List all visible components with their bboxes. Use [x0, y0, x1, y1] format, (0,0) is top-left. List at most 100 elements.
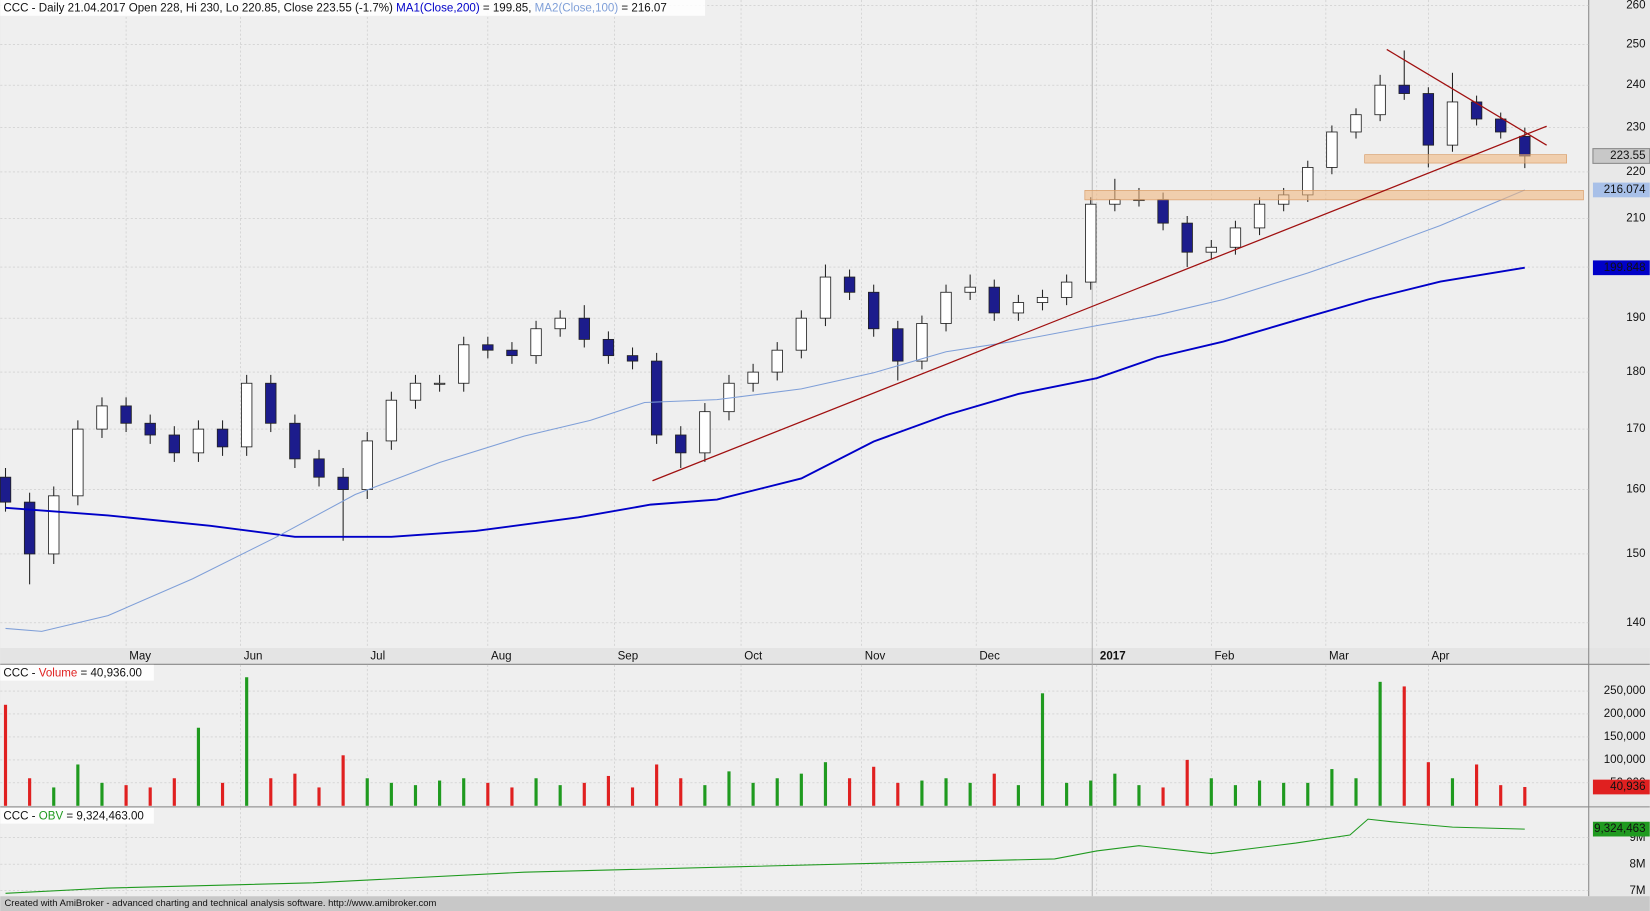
candle-body	[1350, 114, 1362, 133]
volume-bar	[1450, 778, 1455, 806]
y-tick-label: 150,000	[1604, 731, 1646, 743]
volume-bar	[1089, 780, 1093, 806]
candle-body	[23, 501, 36, 555]
volume-bar	[1306, 782, 1310, 806]
candle-body	[1157, 199, 1169, 224]
volume-bar	[1330, 769, 1334, 806]
price-axis	[1588, 0, 1650, 649]
header-bg	[0, 0, 706, 16]
volume-bar	[462, 778, 466, 806]
volume-bar	[799, 773, 803, 806]
y-tick-label: 260	[1626, 0, 1645, 11]
footer-bar	[0, 896, 1650, 911]
candle-body	[337, 476, 349, 491]
candle-body	[144, 422, 156, 436]
volume-bar	[1402, 686, 1406, 806]
y-tick-label: 8M	[1629, 858, 1645, 870]
candle-body	[940, 291, 952, 324]
volume-bar	[317, 787, 321, 806]
candle-body	[578, 317, 590, 340]
y-tick-label: 160	[1626, 484, 1645, 496]
volume-bar	[486, 782, 490, 806]
candle-body	[843, 276, 856, 293]
candle-body	[1446, 101, 1459, 146]
y-tick-label: 180	[1626, 366, 1645, 378]
volume-bar	[896, 782, 900, 806]
volume-bar	[269, 778, 273, 806]
x-tick-label: Jul	[370, 650, 385, 662]
volume-bar	[944, 778, 948, 806]
trend-line	[1386, 48, 1547, 146]
candle-body	[458, 344, 470, 384]
volume-header: CCC - Volume = 40,936.00	[3, 667, 142, 679]
candle-body	[1036, 296, 1049, 303]
last-value-box	[1592, 779, 1650, 795]
candle-body	[0, 476, 12, 503]
volume-bar	[293, 773, 297, 806]
volume-bar	[1523, 787, 1527, 806]
volume-bar	[220, 782, 225, 806]
trend-line	[652, 125, 1547, 482]
x-tick-label: Apr	[1432, 650, 1450, 662]
candle-body	[1085, 203, 1097, 283]
x-tick-label: May	[129, 650, 151, 662]
candle-body	[916, 323, 928, 362]
candle-body	[1495, 118, 1507, 133]
header-bg	[0, 807, 154, 824]
volume-bar	[1257, 780, 1262, 806]
volume-panel	[0, 664, 1589, 806]
x-tick-label: Aug	[491, 650, 512, 662]
volume-bar	[365, 778, 369, 806]
volume-bar	[1233, 785, 1238, 806]
volume-bar	[968, 782, 972, 806]
candle-body	[168, 434, 180, 454]
volume-bar	[630, 787, 635, 806]
x-tick-label: Feb	[1214, 650, 1234, 662]
y-tick-label: 100,000	[1604, 754, 1646, 766]
volume-bar	[245, 677, 249, 806]
marks-layer	[0, 50, 1531, 894]
candle-body	[1470, 101, 1483, 120]
candle-body	[433, 382, 446, 385]
candle-body	[72, 428, 84, 497]
candle-body	[1205, 246, 1217, 253]
last-value-box	[1592, 260, 1650, 276]
legend-name: MA2(Close,100)	[535, 2, 619, 14]
volume-bar	[100, 782, 104, 806]
y-tick-label: 250	[1626, 39, 1645, 51]
volume-bar	[341, 755, 345, 806]
volume-bar	[124, 785, 128, 806]
volume-bar	[992, 773, 996, 806]
volume-bar	[679, 778, 683, 806]
candle-body	[771, 349, 783, 373]
candle-body	[1012, 302, 1025, 314]
volume-bar	[1185, 759, 1189, 806]
candle-body	[988, 286, 1000, 314]
candle-body	[192, 428, 205, 454]
legend-value: = 216.07	[621, 2, 666, 14]
volume-bar	[1475, 764, 1479, 806]
candle-body	[626, 355, 639, 362]
volume-bar	[1113, 773, 1117, 806]
candle-body	[1374, 84, 1386, 116]
volume-bar	[510, 787, 514, 806]
last-value-box	[1592, 821, 1650, 837]
x-tick-label: Jun	[244, 650, 263, 662]
moving-average	[5, 266, 1525, 538]
last-value-label: 199.848	[1604, 262, 1646, 274]
volume-bar	[172, 778, 176, 806]
volume-bar	[413, 785, 418, 806]
header-text: CCC -	[3, 810, 35, 822]
obv-line	[5, 818, 1525, 894]
volume-bar	[775, 778, 779, 806]
candle-body	[650, 360, 663, 436]
y-tick-label: 7M	[1629, 885, 1645, 897]
candle-body	[1422, 93, 1435, 146]
legend-name: OBV	[39, 810, 64, 822]
y-tick-label: 200,000	[1604, 708, 1646, 720]
candle-body	[313, 458, 325, 478]
y-tick-label: 150	[1626, 548, 1645, 560]
volume-bar	[703, 785, 707, 806]
volume-bar	[1040, 693, 1045, 806]
candle-body	[530, 328, 542, 357]
